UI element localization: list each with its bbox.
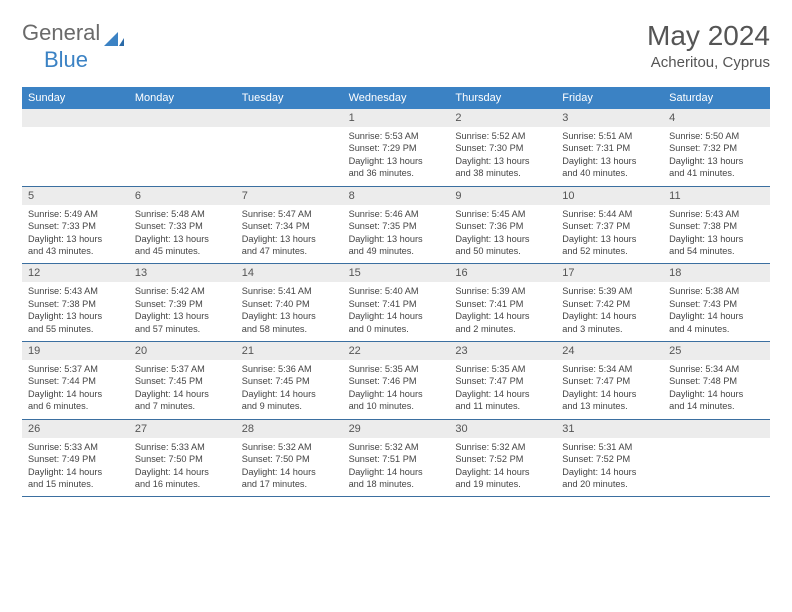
day-number-9: 9	[449, 187, 556, 205]
week-bodies: Sunrise: 5:49 AMSunset: 7:33 PMDaylight:…	[22, 205, 770, 265]
day-cell-13: Sunrise: 5:42 AMSunset: 7:39 PMDaylight:…	[129, 282, 236, 341]
day-cell-8: Sunrise: 5:46 AMSunset: 7:35 PMDaylight:…	[343, 205, 450, 264]
day-cell-27: Sunrise: 5:33 AMSunset: 7:50 PMDaylight:…	[129, 438, 236, 497]
day-number-5: 5	[22, 187, 129, 205]
day-number-24: 24	[556, 342, 663, 360]
day-cell-1: Sunrise: 5:53 AMSunset: 7:29 PMDaylight:…	[343, 127, 450, 186]
day-number-29: 29	[343, 420, 450, 438]
day-number-8: 8	[343, 187, 450, 205]
day-cell-11: Sunrise: 5:43 AMSunset: 7:38 PMDaylight:…	[663, 205, 770, 264]
weekday-monday: Monday	[129, 87, 236, 109]
day-cell-29: Sunrise: 5:32 AMSunset: 7:51 PMDaylight:…	[343, 438, 450, 497]
weekday-tuesday: Tuesday	[236, 87, 343, 109]
day-number-20: 20	[129, 342, 236, 360]
day-number-10: 10	[556, 187, 663, 205]
day-cell-19: Sunrise: 5:37 AMSunset: 7:44 PMDaylight:…	[22, 360, 129, 419]
calendar: SundayMondayTuesdayWednesdayThursdayFrid…	[22, 87, 770, 497]
day-cell-24: Sunrise: 5:34 AMSunset: 7:47 PMDaylight:…	[556, 360, 663, 419]
week-bodies: Sunrise: 5:53 AMSunset: 7:29 PMDaylight:…	[22, 127, 770, 187]
logo-text-1: General	[22, 20, 100, 46]
day-cell-9: Sunrise: 5:45 AMSunset: 7:36 PMDaylight:…	[449, 205, 556, 264]
day-cell-empty	[129, 127, 236, 186]
day-cell-14: Sunrise: 5:41 AMSunset: 7:40 PMDaylight:…	[236, 282, 343, 341]
week-numbers: 567891011	[22, 187, 770, 205]
day-cell-23: Sunrise: 5:35 AMSunset: 7:47 PMDaylight:…	[449, 360, 556, 419]
day-number-3: 3	[556, 109, 663, 127]
day-number-27: 27	[129, 420, 236, 438]
day-cell-12: Sunrise: 5:43 AMSunset: 7:38 PMDaylight:…	[22, 282, 129, 341]
day-number-26: 26	[22, 420, 129, 438]
day-empty	[663, 420, 770, 438]
day-cell-4: Sunrise: 5:50 AMSunset: 7:32 PMDaylight:…	[663, 127, 770, 186]
day-number-2: 2	[449, 109, 556, 127]
week-bodies: Sunrise: 5:33 AMSunset: 7:49 PMDaylight:…	[22, 438, 770, 498]
day-cell-3: Sunrise: 5:51 AMSunset: 7:31 PMDaylight:…	[556, 127, 663, 186]
weekday-wednesday: Wednesday	[343, 87, 450, 109]
day-number-17: 17	[556, 264, 663, 282]
day-number-28: 28	[236, 420, 343, 438]
day-number-15: 15	[343, 264, 450, 282]
day-cell-6: Sunrise: 5:48 AMSunset: 7:33 PMDaylight:…	[129, 205, 236, 264]
day-cell-30: Sunrise: 5:32 AMSunset: 7:52 PMDaylight:…	[449, 438, 556, 497]
day-cell-empty	[22, 127, 129, 186]
day-cell-22: Sunrise: 5:35 AMSunset: 7:46 PMDaylight:…	[343, 360, 450, 419]
day-number-14: 14	[236, 264, 343, 282]
week-numbers: 12131415161718	[22, 264, 770, 282]
day-cell-31: Sunrise: 5:31 AMSunset: 7:52 PMDaylight:…	[556, 438, 663, 497]
day-empty	[22, 109, 129, 127]
day-cell-5: Sunrise: 5:49 AMSunset: 7:33 PMDaylight:…	[22, 205, 129, 264]
weekday-friday: Friday	[556, 87, 663, 109]
day-number-1: 1	[343, 109, 450, 127]
day-number-4: 4	[663, 109, 770, 127]
calendar-page: General May 2024 Acheritou, Cyprus Blue …	[0, 0, 792, 517]
day-number-16: 16	[449, 264, 556, 282]
weekday-sunday: Sunday	[22, 87, 129, 109]
day-number-7: 7	[236, 187, 343, 205]
day-empty	[236, 109, 343, 127]
week-numbers: 19202122232425	[22, 342, 770, 360]
day-number-23: 23	[449, 342, 556, 360]
day-number-19: 19	[22, 342, 129, 360]
day-number-22: 22	[343, 342, 450, 360]
day-number-13: 13	[129, 264, 236, 282]
day-cell-26: Sunrise: 5:33 AMSunset: 7:49 PMDaylight:…	[22, 438, 129, 497]
day-cell-25: Sunrise: 5:34 AMSunset: 7:48 PMDaylight:…	[663, 360, 770, 419]
day-cell-17: Sunrise: 5:39 AMSunset: 7:42 PMDaylight:…	[556, 282, 663, 341]
logo-sail-icon	[104, 26, 124, 40]
weekday-header: SundayMondayTuesdayWednesdayThursdayFrid…	[22, 87, 770, 109]
weekday-saturday: Saturday	[663, 87, 770, 109]
day-number-11: 11	[663, 187, 770, 205]
day-number-25: 25	[663, 342, 770, 360]
day-cell-10: Sunrise: 5:44 AMSunset: 7:37 PMDaylight:…	[556, 205, 663, 264]
day-number-12: 12	[22, 264, 129, 282]
day-empty	[129, 109, 236, 127]
day-cell-7: Sunrise: 5:47 AMSunset: 7:34 PMDaylight:…	[236, 205, 343, 264]
week-numbers: 1234	[22, 109, 770, 127]
week-numbers: 262728293031	[22, 420, 770, 438]
day-number-21: 21	[236, 342, 343, 360]
day-number-6: 6	[129, 187, 236, 205]
weeks: 1234Sunrise: 5:53 AMSunset: 7:29 PMDayli…	[22, 109, 770, 497]
day-cell-18: Sunrise: 5:38 AMSunset: 7:43 PMDaylight:…	[663, 282, 770, 341]
day-cell-15: Sunrise: 5:40 AMSunset: 7:41 PMDaylight:…	[343, 282, 450, 341]
day-cell-20: Sunrise: 5:37 AMSunset: 7:45 PMDaylight:…	[129, 360, 236, 419]
week-bodies: Sunrise: 5:37 AMSunset: 7:44 PMDaylight:…	[22, 360, 770, 420]
day-cell-16: Sunrise: 5:39 AMSunset: 7:41 PMDaylight:…	[449, 282, 556, 341]
day-cell-empty	[236, 127, 343, 186]
day-cell-21: Sunrise: 5:36 AMSunset: 7:45 PMDaylight:…	[236, 360, 343, 419]
day-number-30: 30	[449, 420, 556, 438]
day-number-18: 18	[663, 264, 770, 282]
day-cell-28: Sunrise: 5:32 AMSunset: 7:50 PMDaylight:…	[236, 438, 343, 497]
logo-text-2: Blue	[44, 47, 88, 72]
day-number-31: 31	[556, 420, 663, 438]
week-bodies: Sunrise: 5:43 AMSunset: 7:38 PMDaylight:…	[22, 282, 770, 342]
day-cell-2: Sunrise: 5:52 AMSunset: 7:30 PMDaylight:…	[449, 127, 556, 186]
logo: General	[22, 20, 126, 46]
day-cell-empty	[663, 438, 770, 497]
weekday-thursday: Thursday	[449, 87, 556, 109]
